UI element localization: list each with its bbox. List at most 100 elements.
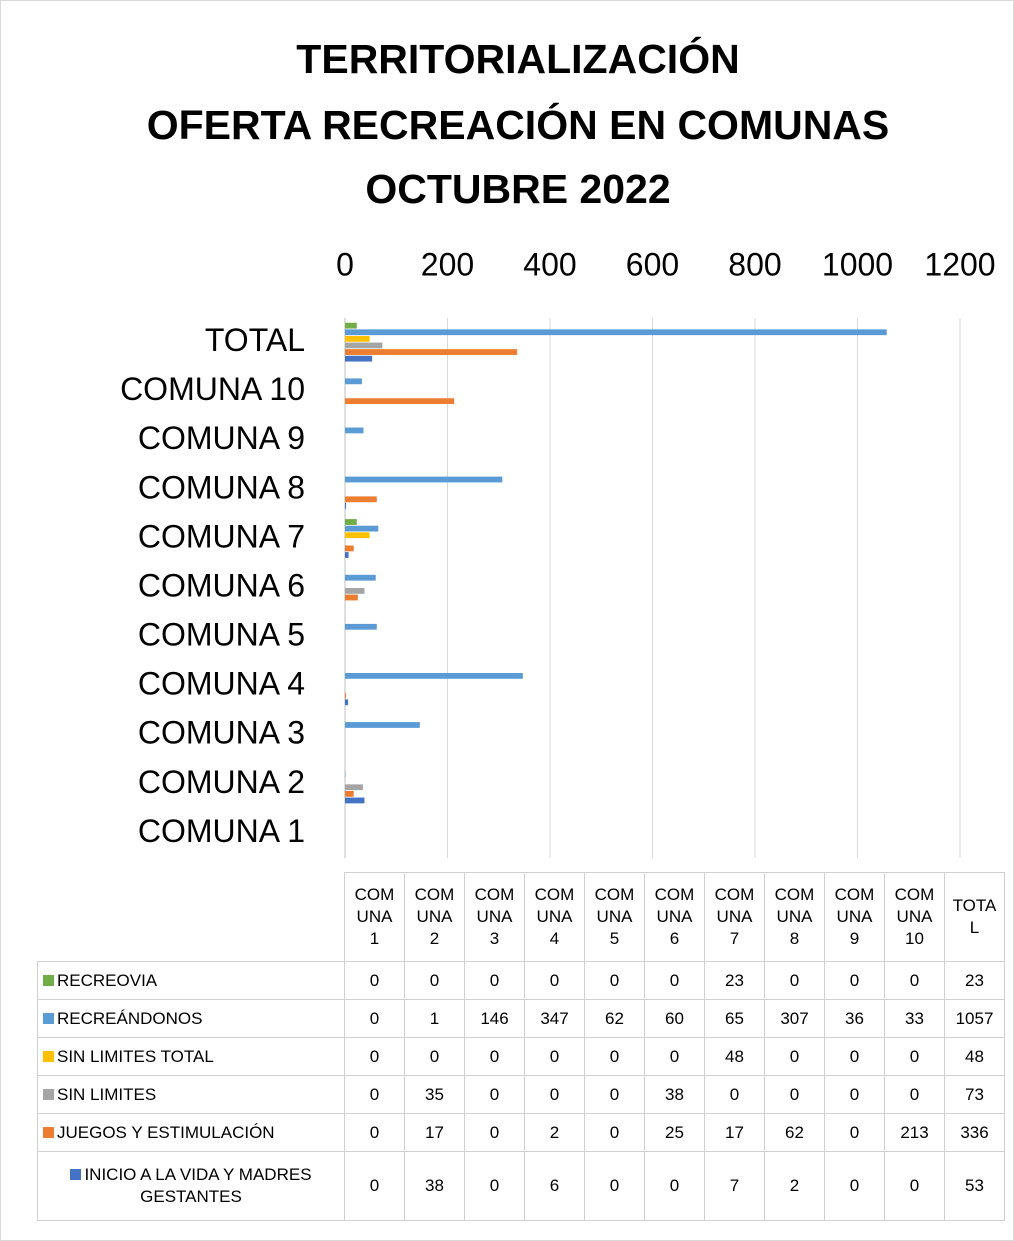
x-tick-label: 600	[626, 246, 679, 282]
table-cell: 25	[644, 1113, 705, 1152]
table-cell: 0	[824, 961, 885, 1000]
table-row: SIN LIMITES 0 35 0 0 0 38 0 0 0 0 73	[37, 1075, 1005, 1114]
y-tick-label: COMUNA 9	[138, 420, 305, 456]
table-cell: 53	[944, 1151, 1005, 1221]
table-cell: 2	[524, 1113, 585, 1152]
bar	[345, 574, 376, 581]
y-tick-label: COMUNA 8	[138, 469, 305, 505]
table-cell: 0	[824, 1151, 885, 1221]
table-cell: 0	[464, 1151, 525, 1221]
table-cell: 213	[884, 1113, 945, 1152]
table-cell: 0	[344, 1037, 405, 1076]
table-cell: 0	[344, 999, 405, 1038]
bar	[345, 672, 523, 679]
bar	[345, 594, 358, 601]
bar	[345, 692, 347, 699]
bar	[345, 525, 379, 532]
table-cell: 62	[764, 1113, 825, 1152]
y-tick-label: COMUNA 1	[138, 813, 305, 849]
bar	[345, 342, 383, 349]
table-cell: 0	[884, 961, 945, 1000]
x-tick-label: 800	[728, 246, 781, 282]
table-corner	[38, 873, 345, 962]
legend-cell: SIN LIMITES TOTAL	[37, 1037, 345, 1076]
y-tick-label: COMUNA 3	[138, 715, 305, 751]
bar	[345, 503, 347, 509]
bar	[345, 699, 349, 706]
bar	[345, 355, 373, 362]
table-header: COMUNA 9	[824, 872, 885, 962]
legend-label: RECREÁNDONOS	[57, 1008, 203, 1028]
bar	[345, 588, 365, 594]
table-cell: 0	[824, 1075, 885, 1114]
table-cell: 0	[644, 961, 705, 1000]
bar	[345, 623, 377, 630]
table-cell: 1	[404, 999, 465, 1038]
table-header-row: COMUNA 1 COMUNA 2 COMUNA 3 COMUNA 4 COMUNA 5…	[38, 872, 1005, 962]
legend-label: JUEGOS Y ESTIMULACIÓN	[57, 1122, 275, 1142]
table-header: COMUNA 4	[524, 872, 585, 962]
bar	[345, 519, 357, 525]
legend-swatch	[43, 1050, 54, 1062]
table-cell: 307	[764, 999, 825, 1038]
table-header: COMUNA 10	[884, 872, 945, 962]
bar	[345, 427, 364, 434]
table-cell: 23	[704, 961, 765, 1000]
table-cell: 38	[404, 1151, 465, 1221]
bar	[345, 797, 365, 804]
bar	[345, 496, 377, 503]
table-cell: 65	[704, 999, 765, 1038]
table-cell: 146	[464, 999, 525, 1038]
table-cell: 0	[344, 1075, 405, 1114]
table-cell: 0	[884, 1151, 945, 1221]
table-cell: 0	[644, 1151, 705, 1221]
table-cell: 35	[404, 1075, 465, 1114]
legend-cell: JUEGOS Y ESTIMULACIÓN	[37, 1113, 345, 1152]
legend-cell: RECREOVIA	[37, 961, 345, 1000]
bar	[345, 322, 357, 329]
bar	[345, 771, 346, 777]
x-tick-label: 1000	[822, 246, 893, 282]
table-cell: 0	[584, 1151, 645, 1221]
table-cell: 0	[404, 961, 465, 1000]
table-cell: 0	[464, 961, 525, 1000]
chart-title: OCTUBRE 2022	[365, 166, 670, 212]
table-cell: 0	[524, 1075, 585, 1114]
table-cell: 0	[824, 1037, 885, 1076]
table-cell: 2	[764, 1151, 825, 1221]
table-cell: 0	[344, 1151, 405, 1221]
table-row: SIN LIMITES TOTAL 0 0 0 0 0 0 48 0 0 0 48	[37, 1037, 1005, 1076]
table-header: COMUNA 2	[404, 872, 465, 962]
table-cell: 0	[584, 961, 645, 1000]
table-cell: 0	[584, 1037, 645, 1076]
table-cell: 0	[464, 1075, 525, 1114]
bar	[345, 349, 518, 355]
table-cell: 0	[404, 1037, 465, 1076]
bar	[345, 476, 503, 483]
table-cell: 0	[704, 1075, 765, 1114]
x-tick-label: 0	[336, 246, 354, 282]
y-tick-label: COMUNA 2	[138, 764, 305, 800]
legend-label: RECREOVIA	[57, 970, 158, 990]
table-header: COMUNA 5	[584, 872, 645, 962]
bar	[345, 552, 349, 558]
table-cell: 0	[884, 1075, 945, 1114]
table-cell: 0	[464, 1113, 525, 1152]
x-tick-label: 400	[523, 246, 576, 282]
table-row: JUEGOS Y ESTIMULACIÓN 0 17 0 2 0 25 17 62 0 213 336	[37, 1113, 1005, 1152]
table-cell: 0	[524, 1037, 585, 1076]
table-cell: 0	[884, 1037, 945, 1076]
table-header: COMUNA 8	[764, 872, 825, 962]
table-cell: 1057	[944, 999, 1005, 1038]
table-cell: 38	[644, 1075, 705, 1114]
table-cell: 0	[584, 1113, 645, 1152]
table-cell: 0	[764, 961, 825, 1000]
legend-label: INICIO A LA VIDA Y MADRES GESTANTES	[84, 1165, 312, 1206]
table-cell: 0	[584, 1075, 645, 1114]
table-row: INICIO A LA VIDA Y MADRES GESTANTES 0 38 0 6…	[37, 1151, 1005, 1221]
y-tick-label: COMUNA 7	[138, 518, 305, 554]
table-cell: 347	[524, 999, 585, 1038]
table-cell: 6	[524, 1151, 585, 1221]
